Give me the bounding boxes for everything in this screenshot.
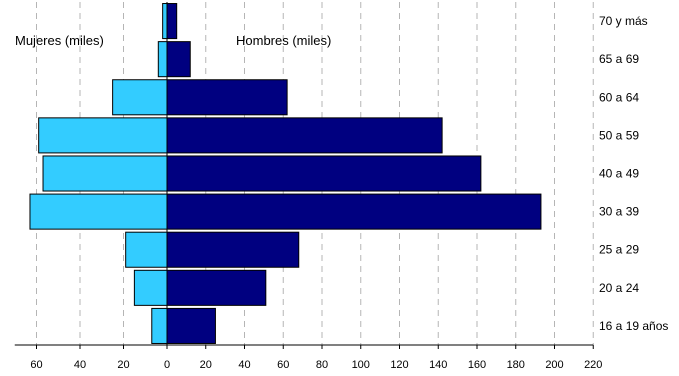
bar-hombres (166, 307, 216, 344)
bar-hombres (166, 231, 300, 268)
x-axis (14, 2, 594, 349)
x-tick-label: 60 (277, 359, 289, 371)
bar-hombres (166, 269, 267, 306)
x-tick-labels: 60 40 20 0 20 40 60 80 100 120 140 160 180 200 220 (30, 359, 602, 371)
legend-hombres: Hombres (miles) (236, 33, 331, 48)
bar-mujeres (38, 117, 168, 154)
bar-mujeres (133, 269, 168, 306)
bar-mujeres (151, 307, 168, 344)
bar-hombres (166, 3, 178, 40)
bar-mujeres (157, 41, 168, 78)
bar-hombres (166, 117, 443, 154)
male-bars (166, 3, 542, 344)
x-tick-label: 40 (74, 359, 86, 371)
grid-lines (36, 2, 594, 345)
x-tick-label: 220 (584, 359, 602, 371)
category-label: 25 a 29 (599, 243, 639, 257)
x-tick-label: 80 (316, 359, 328, 371)
x-tick-label: 160 (468, 359, 486, 371)
category-label: 65 a 69 (599, 52, 639, 66)
x-tick-label: 40 (238, 359, 250, 371)
category-label: 70 y más (599, 14, 648, 28)
x-tick-label: 120 (390, 359, 408, 371)
bar-hombres (166, 155, 482, 192)
category-label: 60 a 64 (599, 90, 639, 104)
x-tick-label: 100 (352, 359, 370, 371)
legend-mujeres: Mujeres (miles) (15, 33, 104, 48)
category-label: 40 a 49 (599, 167, 639, 181)
x-tick-label: 200 (545, 359, 563, 371)
x-tick-label: 20 (117, 359, 129, 371)
bar-mujeres (112, 79, 168, 116)
x-tick-label: 20 (200, 359, 212, 371)
bar-hombres (166, 79, 288, 116)
bar-mujeres (125, 231, 168, 268)
category-label: 50 a 59 (599, 128, 639, 142)
x-tick-label: 60 (30, 359, 42, 371)
bar-mujeres (42, 155, 168, 192)
category-label: 30 a 39 (599, 205, 639, 219)
bar-hombres (166, 193, 542, 230)
bar-hombres (166, 41, 191, 78)
bar-mujeres (29, 193, 168, 230)
category-label: 20 a 24 (599, 281, 639, 295)
x-tick-label: 0 (164, 359, 170, 371)
x-tick-label: 180 (507, 359, 525, 371)
category-label: 16 a 19 años (599, 319, 668, 333)
x-tick-label: 140 (429, 359, 447, 371)
bar-mujeres (162, 3, 168, 40)
female-bars (29, 3, 168, 344)
category-labels: 16 a 19 años 20 a 24 25 a 29 30 a 39 40 a 49… (599, 14, 668, 333)
